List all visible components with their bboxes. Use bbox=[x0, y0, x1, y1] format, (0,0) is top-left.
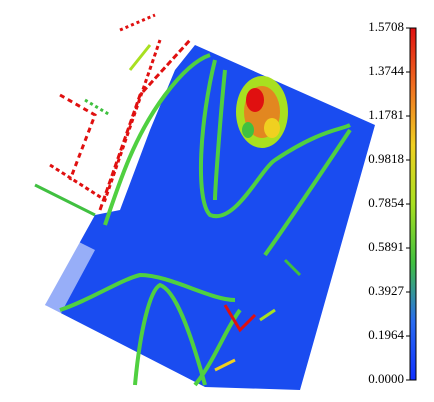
trees bbox=[236, 76, 288, 148]
building bbox=[34, 13, 192, 217]
tick-label: 0.7854 bbox=[368, 195, 404, 210]
tick-label: 0.1964 bbox=[368, 327, 404, 342]
colorbar: 0.0000 0.1964 0.3927 0.5891 0.7854 0.9818 1.17… bbox=[368, 19, 417, 386]
colorbar-scale bbox=[409, 27, 417, 381]
tick-label: 0.9818 bbox=[368, 151, 404, 166]
tick-label: 1.1781 bbox=[368, 107, 404, 122]
road-edge bbox=[45, 240, 95, 315]
road bbox=[45, 45, 375, 390]
tick-label: 1.3744 bbox=[368, 63, 404, 78]
tick-label: 1.5708 bbox=[368, 19, 404, 34]
tick-label: 0.0000 bbox=[368, 371, 404, 386]
clutter bbox=[214, 258, 302, 372]
curbs bbox=[59, 53, 352, 387]
tick-label: 0.3927 bbox=[368, 283, 404, 298]
point-cloud bbox=[34, 13, 375, 390]
tick-label: 0.5891 bbox=[368, 239, 404, 254]
